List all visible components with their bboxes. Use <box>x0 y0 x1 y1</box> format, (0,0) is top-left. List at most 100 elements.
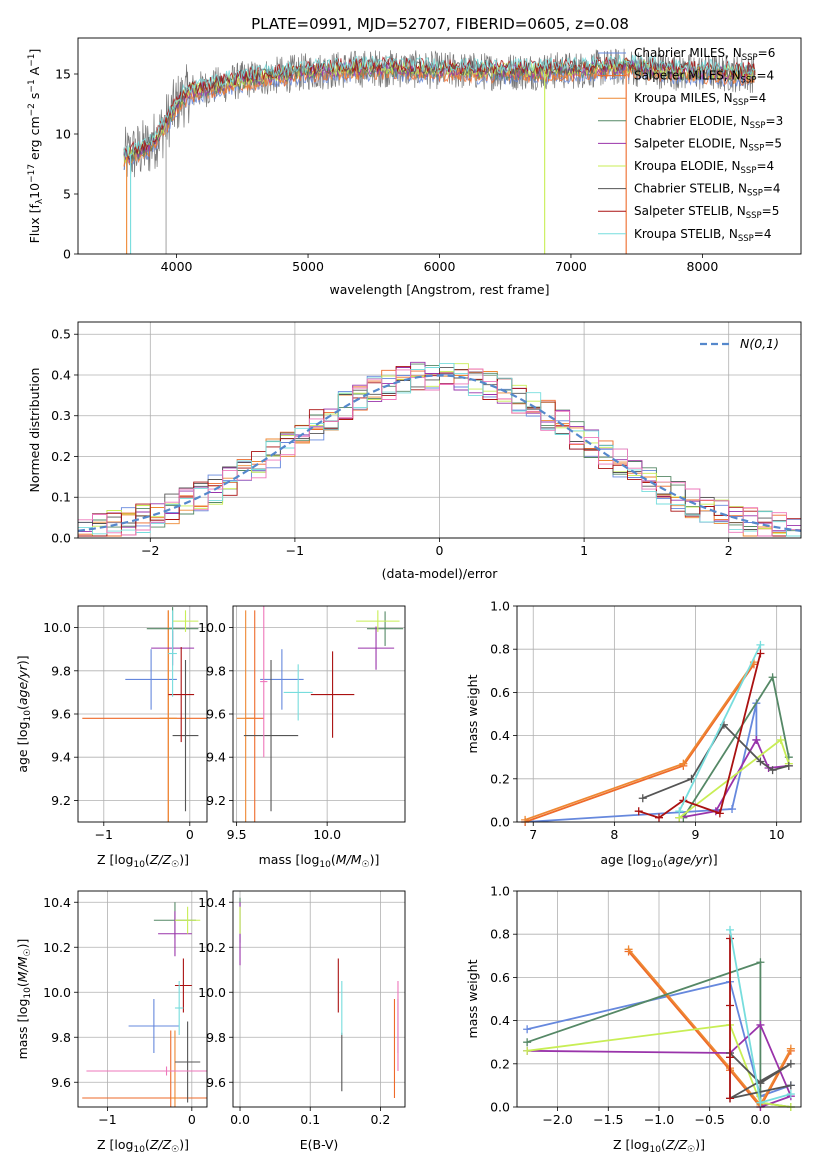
x-tick-label: −0.5 <box>695 1112 725 1127</box>
weight-series-line <box>524 661 755 821</box>
weight-point <box>786 1090 795 1099</box>
weight-point <box>768 766 777 775</box>
legend-text: Kroupa ELODIE, N <box>634 159 741 173</box>
age_vs_mass-axes: 9.5 10.0 9.2 9.4 9.6 9.8 10.0 <box>198 606 405 842</box>
mass-vs-ebv-xlabel: E(B-V) <box>300 1137 339 1152</box>
error-bar-point <box>236 610 255 822</box>
weight-point <box>768 673 777 682</box>
error-bar-point <box>125 649 177 710</box>
y-tick-label: 9.4 <box>51 750 71 765</box>
mass_vs_Z-axes: −1 0 9.6 9.8 10.0 10.2 10.4 <box>43 891 207 1127</box>
x-tick-label: −1 <box>95 827 113 842</box>
residuals-ylabel: Normed distribution <box>27 368 42 493</box>
label-part: Z/Z <box>149 852 172 867</box>
label-part: 10 <box>23 987 33 999</box>
y-tick-label: 0.4 <box>490 728 510 743</box>
error-bar-point <box>283 664 313 721</box>
weight-point <box>523 1025 532 1034</box>
weight-point <box>786 1044 795 1053</box>
mass_vs_ebv-frame <box>232 890 406 1108</box>
x-tick-label: 7000 <box>555 259 587 274</box>
x-tick-label: −1 <box>98 1112 116 1127</box>
y-tick-label: 10.4 <box>43 895 71 910</box>
spectrum-model-line <box>123 54 756 159</box>
weight-point <box>756 1098 765 1107</box>
legend-entry: Kroupa ELODIE, NSSP=4 <box>634 159 774 176</box>
weight-series-line <box>678 644 762 812</box>
weight-point <box>715 809 724 818</box>
label-part: ] <box>27 49 42 54</box>
weight-series-line <box>526 1023 792 1107</box>
residuals-frame <box>77 321 802 539</box>
legend-text: Chabrier STELIB, N <box>634 182 747 196</box>
weight-vs-age-xlabel: age [log10(age/yr)] <box>600 852 717 870</box>
legend-sub: SSP <box>746 211 762 221</box>
legend-text: Chabrier MILES, N <box>634 46 742 60</box>
x-tick-label: 0.0 <box>230 1112 250 1127</box>
x-tick-label: 8000 <box>687 259 719 274</box>
x-tick-label: −1 <box>286 543 304 558</box>
label-part: mass [log <box>15 999 30 1060</box>
y-tick-label: 9.8 <box>51 1030 71 1045</box>
label-part: )] <box>179 1137 189 1152</box>
label-part: ( <box>145 852 150 867</box>
error-bar-point <box>128 999 180 1053</box>
error-bar-point <box>159 610 177 822</box>
legend-entry: Kroupa STELIB, NSSP=4 <box>634 227 772 244</box>
x-tick-label: −2 <box>141 543 159 558</box>
label-part: age/yr <box>668 852 709 867</box>
y-tick-label: 1.0 <box>490 599 510 614</box>
age-vs-Z-ylabel: age [log10(age/yr)] <box>15 655 33 772</box>
label-part: −17 <box>27 164 37 183</box>
y-tick-label: 9.8 <box>51 663 71 678</box>
y-tick-label: 10.0 <box>43 620 71 635</box>
error-bar-point <box>170 1030 180 1107</box>
error-bar-point <box>357 626 395 670</box>
error-bar-point <box>172 660 199 812</box>
error-bar-point <box>174 906 201 934</box>
label-part: ☉ <box>362 860 370 870</box>
label-part: )] <box>708 852 718 867</box>
y-tick-label: 10 <box>55 127 71 142</box>
label-part: −1 <box>27 79 37 92</box>
label-part: mass [log <box>259 852 320 867</box>
legend-text: Salpeter MILES, N <box>634 69 741 83</box>
y-tick-label: 0.1 <box>51 490 71 505</box>
weight_vs_Z-frame <box>516 890 802 1108</box>
label-part: Z [log <box>613 1137 649 1152</box>
x-tick-label: 0.0 <box>750 1112 770 1127</box>
error-bar-point <box>174 1021 201 1103</box>
legend-text: Chabrier ELODIE, N <box>634 114 750 128</box>
x-tick-label: 0 <box>188 1112 196 1127</box>
age-vs-Z-xlabel: Z [log10(Z/Z☉)] <box>97 852 189 870</box>
label-part: −2 <box>27 103 37 116</box>
legend-sub: SSP <box>748 143 764 153</box>
y-tick-label: 9.6 <box>206 707 226 722</box>
error-bar-point <box>243 660 299 812</box>
legend-entry: Kroupa MILES, NSSP=4 <box>634 91 766 108</box>
weight-point <box>756 757 765 766</box>
y-tick-label: 0.3 <box>51 408 71 423</box>
y-tick-label: 10.2 <box>43 940 71 955</box>
x-tick-label: 9.5 <box>227 827 247 842</box>
weight-point <box>679 759 688 768</box>
legend-text: Kroupa STELIB, N <box>634 227 738 241</box>
legend-text: Salpeter ELODIE, N <box>634 136 748 150</box>
weight-point <box>776 735 785 744</box>
legend-sub: SSP <box>747 189 763 199</box>
label-part: Z/Z <box>149 1137 172 1152</box>
residual-histogram <box>78 365 801 537</box>
y-tick-label: 15 <box>55 67 71 82</box>
legend-sub: SSP <box>741 166 757 176</box>
weight-point <box>523 1046 532 1055</box>
x-tick-label: 10 <box>769 827 785 842</box>
spectrum-ylabel: Flux [fλ10−17 erg cm−2 s−1 A−1] <box>27 49 45 244</box>
error-bar-point <box>356 610 400 632</box>
y-tick-label: 0.2 <box>51 449 71 464</box>
mass_vs_Z-frame <box>77 890 208 1108</box>
label-part: A <box>27 66 42 79</box>
legend-text: Salpeter STELIB, N <box>634 204 746 218</box>
weight-vs-Z-ylabel: mass weight <box>465 959 480 1038</box>
label-part: M/M <box>336 852 362 867</box>
